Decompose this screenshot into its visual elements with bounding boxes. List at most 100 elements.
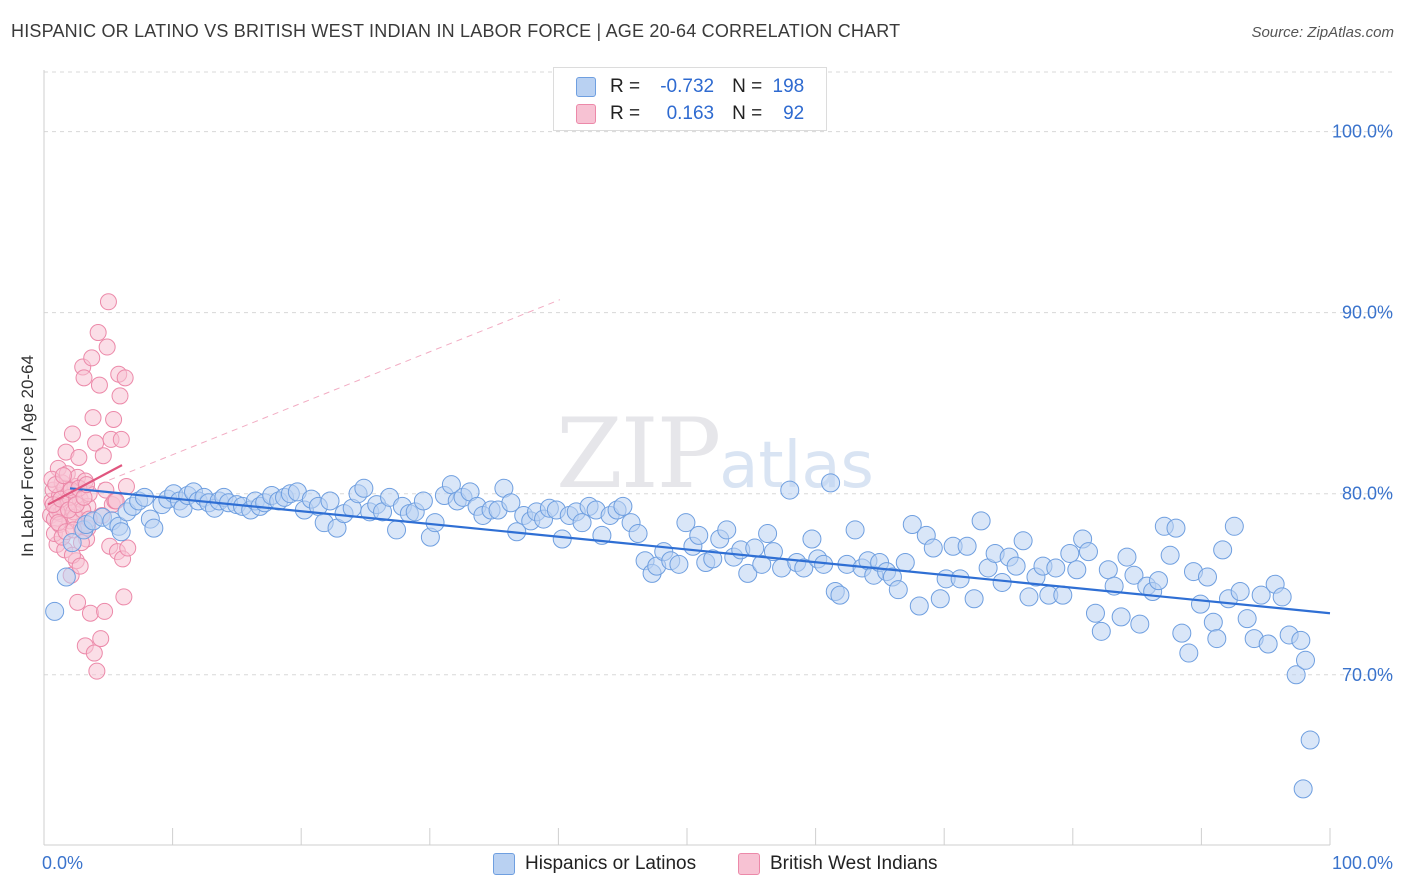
x-tick-label-max: 100.0% [1332, 853, 1393, 873]
legend-item-bwi[interactable]: British West Indians [738, 852, 938, 876]
hispanic-point [1078, 542, 1098, 562]
legend-item-hispanics[interactable]: Hispanics or Latinos [493, 852, 696, 876]
hispanic-point [909, 596, 929, 616]
hispanic-point [950, 569, 970, 589]
bwi-point [92, 630, 110, 648]
hispanic-point [845, 520, 865, 540]
hispanic-point [888, 580, 908, 600]
hispanic-point [1130, 614, 1150, 634]
hispanic-point [62, 533, 82, 553]
hispanic-point [930, 589, 950, 609]
n-label: N = [732, 76, 763, 97]
pink-swatch [576, 104, 596, 124]
bwi-point [85, 644, 103, 662]
bwi-point [99, 293, 117, 311]
hispanic-point [613, 496, 633, 516]
hispanic-point [794, 558, 814, 578]
axes [43, 70, 1331, 846]
hispanic-point [1293, 779, 1313, 799]
bwi-point [105, 410, 123, 428]
watermark: ZIPatlas [556, 398, 874, 510]
bwi-point [63, 425, 81, 443]
hispanic-point [413, 491, 433, 511]
hispanic-point [1295, 650, 1315, 670]
hispanic-point [1013, 531, 1033, 551]
watermark-zip: ZIP [556, 398, 721, 510]
hispanic-point [45, 601, 65, 621]
bwi-point [84, 409, 102, 427]
hispanic-point [387, 520, 407, 540]
hispanic-point [1224, 516, 1244, 536]
bwi-point [83, 349, 101, 367]
hispanic-point [830, 585, 850, 605]
y-axis-label: In Labor Force | Age 20-64 [18, 355, 37, 557]
hispanic-point [1060, 543, 1080, 563]
r-label: R = [610, 76, 641, 97]
hispanic-point [552, 529, 572, 549]
hispanic-point [501, 493, 521, 513]
hispanic-point [689, 525, 709, 545]
tick-labels: 70.0% 80.0% 90.0% 100.0% 0.0% 100.0% [42, 122, 1393, 873]
bwi-point [112, 430, 130, 448]
hispanic-point [669, 554, 689, 574]
hispanic-point [1230, 581, 1250, 601]
bwi-point [54, 467, 72, 485]
hispanic-point [1148, 571, 1168, 591]
bwi-point [70, 449, 88, 466]
hispanic-point [957, 536, 977, 556]
r-label: R = [610, 103, 641, 124]
n-value: 92 [783, 103, 805, 124]
bwi-point [96, 602, 114, 620]
hispanic-point [821, 473, 841, 493]
hispanic-point [763, 542, 783, 562]
bwi-point [71, 557, 89, 575]
hispanic-point [1272, 587, 1292, 607]
bwi-point [115, 588, 133, 606]
hispanic-point [1251, 585, 1271, 605]
hispanic-point [1237, 609, 1257, 629]
hispanic-point [1166, 518, 1186, 538]
source-label: Source: ZipAtlas.com [1251, 24, 1394, 41]
bwi-trend-extension [47, 299, 561, 506]
bwi-point [111, 387, 129, 405]
gridlines [44, 71, 1392, 676]
chart-title: HISPANIC OR LATINO VS BRITISH WEST INDIA… [11, 21, 901, 41]
hispanic-point [703, 549, 723, 569]
hispanics-points [45, 473, 1320, 799]
hispanic-point [354, 478, 374, 498]
hispanic-point [1019, 587, 1039, 607]
bwi-point [88, 662, 106, 680]
hispanic-point [1098, 560, 1118, 580]
hispanic-point [572, 513, 592, 533]
y-tick-label: 90.0% [1342, 303, 1393, 323]
bwi-point [69, 593, 87, 611]
bwi-point [89, 324, 107, 342]
british-west-indians-points [42, 293, 137, 680]
stats-legend: R = -0.732 N = 198 R = 0.163 N = 92 [553, 67, 827, 131]
hispanic-point [56, 567, 76, 587]
hispanic-point [1160, 545, 1180, 565]
hispanic-point [971, 511, 991, 531]
trend-lines [47, 299, 1331, 615]
hispanic-point [1067, 560, 1087, 580]
hispanic-point [738, 563, 758, 583]
hispanic-point [745, 538, 765, 558]
bwi-point [117, 477, 135, 495]
hispanic-trend-line [69, 487, 1331, 615]
hispanic-point [802, 529, 822, 549]
bwi-point [94, 447, 112, 465]
hispanic-point [1286, 665, 1306, 685]
y-tick-label: 100.0% [1332, 122, 1393, 142]
y-tick-label: 70.0% [1342, 665, 1393, 685]
legend-label: British West Indians [770, 853, 938, 874]
hispanic-point [320, 491, 340, 511]
hispanic-point [1085, 603, 1105, 623]
bwi-point [119, 539, 137, 557]
bwi-point [98, 338, 116, 356]
hispanic-point [111, 522, 131, 542]
hispanic-point [1124, 565, 1144, 585]
stats-row-hispanics: R = -0.732 N = 198 [576, 74, 804, 100]
hispanic-point [895, 553, 915, 573]
legend-label: Hispanics or Latinos [525, 853, 697, 874]
hispanic-point [923, 538, 943, 558]
